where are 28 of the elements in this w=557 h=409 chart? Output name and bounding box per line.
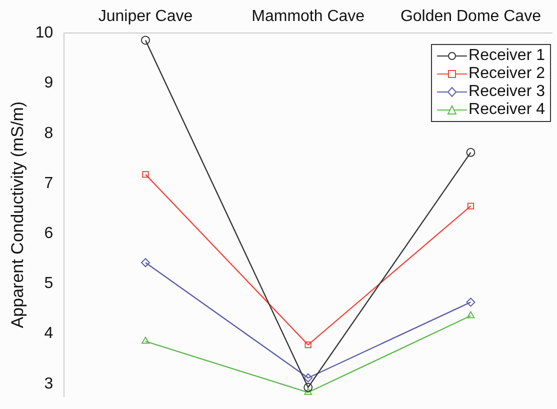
legend-label: Receiver 4 xyxy=(468,101,545,119)
x-tick-label: Juniper Cave xyxy=(98,8,193,26)
y-tick-label: 5 xyxy=(44,275,54,292)
y-tick-label: 7 xyxy=(44,174,54,192)
point xyxy=(141,36,150,45)
point xyxy=(466,298,476,307)
legend-label: Receiver 1 xyxy=(468,47,545,65)
point xyxy=(304,373,313,382)
y-tick-label: 10 xyxy=(35,24,54,42)
y-tick-label: 8 xyxy=(44,124,54,142)
legend-label: Receiver 2 xyxy=(468,65,545,83)
point xyxy=(466,148,476,157)
point xyxy=(142,336,150,344)
point xyxy=(141,258,150,268)
point xyxy=(304,382,313,392)
y-tick-label: 6 xyxy=(44,224,54,242)
y-axis-title: Apparent Conductivity (mS/m) xyxy=(8,101,27,328)
x-tick-label: Mammoth Cave xyxy=(252,8,365,26)
point xyxy=(466,311,475,318)
x-tick-label: Golden Dome Cave xyxy=(400,8,542,26)
legend-label: Receiver 3 xyxy=(468,83,545,101)
y-tick-label: 9 xyxy=(44,74,54,92)
y-tick-label: 4 xyxy=(44,325,54,342)
y-tick-label: 3 xyxy=(44,375,54,392)
point xyxy=(142,171,149,178)
point xyxy=(467,202,474,210)
point xyxy=(304,341,312,348)
point xyxy=(304,388,312,395)
